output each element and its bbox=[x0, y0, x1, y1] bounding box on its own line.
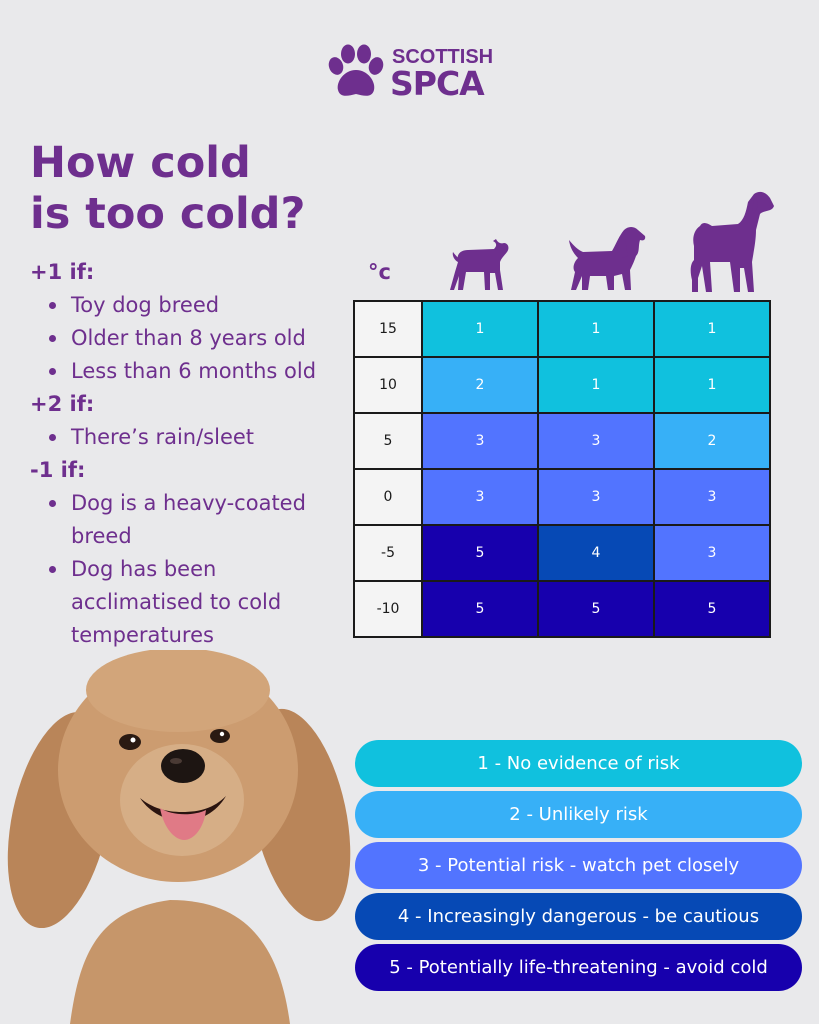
table-row: -5 5 4 3 bbox=[353, 524, 771, 582]
risk-score-cell: 5 bbox=[421, 580, 539, 638]
risk-score-cell: 3 bbox=[653, 524, 771, 582]
title-line-2: is too cold? bbox=[30, 189, 306, 239]
risk-score-cell: 2 bbox=[421, 356, 539, 414]
temperature-cell: -10 bbox=[353, 580, 423, 638]
table-row: -10 5 5 5 bbox=[353, 580, 771, 638]
risk-score-cell: 1 bbox=[537, 300, 655, 358]
risk-score-cell: 3 bbox=[653, 468, 771, 526]
legend-item-level-3: 3 - Potential risk - watch pet closely bbox=[355, 842, 802, 889]
legend-item-level-2: 2 - Unlikely risk bbox=[355, 791, 802, 838]
rule-item-heavy-coated: Dog is a heavy-coated breed bbox=[30, 487, 350, 553]
logo-text-scottish: SCOTTISH bbox=[392, 46, 494, 68]
medium-dog-icon bbox=[569, 227, 646, 290]
risk-score-cell: 2 bbox=[653, 412, 771, 470]
temperature-cell: 5 bbox=[353, 412, 423, 470]
rule-item-acclimatised: Dog has been acclimatised to cold temper… bbox=[30, 553, 350, 652]
temperature-cell: -5 bbox=[353, 524, 423, 582]
risk-score-cell: 1 bbox=[537, 356, 655, 414]
risk-score-cell: 3 bbox=[537, 412, 655, 470]
page-title: How cold is too cold? bbox=[30, 138, 305, 240]
rule-heading-plus-2: +2 if: bbox=[30, 392, 95, 416]
cold-risk-table: 15 1 1 1 10 2 1 1 5 3 3 2 0 3 3 3 -5 5 4 3 -10 5 5 5 bbox=[353, 300, 771, 638]
rule-item-older-than-8: Older than 8 years old bbox=[30, 322, 350, 355]
rule-heading-plus-1: +1 if: bbox=[30, 260, 95, 284]
risk-score-cell: 5 bbox=[537, 580, 655, 638]
risk-score-cell: 5 bbox=[421, 524, 539, 582]
risk-score-cell: 3 bbox=[537, 468, 655, 526]
logo-text-spca: SPCA bbox=[390, 64, 485, 103]
legend-item-level-5: 5 - Potentially life-threatening - avoid… bbox=[355, 944, 802, 991]
rule-item-toy-breed: Toy dog breed bbox=[30, 289, 350, 322]
large-dog-icon bbox=[690, 191, 774, 292]
risk-score-cell: 5 bbox=[653, 580, 771, 638]
small-dog-icon bbox=[450, 239, 509, 290]
poodle-photo bbox=[7, 650, 351, 1024]
paw-print-icon bbox=[328, 44, 384, 96]
temperature-unit-label: °c bbox=[368, 260, 391, 284]
risk-score-cell: 4 bbox=[537, 524, 655, 582]
temperature-cell: 0 bbox=[353, 468, 423, 526]
risk-score-cell: 1 bbox=[653, 356, 771, 414]
risk-score-cell: 1 bbox=[421, 300, 539, 358]
scottish-spca-logo: SCOTTISH SPCA bbox=[326, 44, 496, 103]
rule-item-rain-sleet: There’s rain/sleet bbox=[30, 421, 350, 454]
rule-heading-minus-1: -1 if: bbox=[30, 458, 86, 482]
risk-score-cell: 1 bbox=[653, 300, 771, 358]
rule-item-younger-than-6-months: Less than 6 months old bbox=[30, 355, 350, 388]
score-adjustment-rules: +1 if: Toy dog breed Older than 8 years … bbox=[30, 256, 350, 652]
dog-size-icons bbox=[450, 191, 774, 292]
risk-legend: 1 - No evidence of risk 2 - Unlikely risk… bbox=[355, 740, 802, 995]
legend-item-level-4: 4 - Increasingly dangerous - be cautious bbox=[355, 893, 802, 940]
legend-item-level-1: 1 - No evidence of risk bbox=[355, 740, 802, 787]
risk-score-cell: 3 bbox=[421, 412, 539, 470]
table-row: 15 1 1 1 bbox=[353, 300, 771, 358]
risk-score-cell: 3 bbox=[421, 468, 539, 526]
temperature-cell: 15 bbox=[353, 300, 423, 358]
table-row: 10 2 1 1 bbox=[353, 356, 771, 414]
title-line-1: How cold bbox=[30, 138, 251, 188]
temperature-cell: 10 bbox=[353, 356, 423, 414]
